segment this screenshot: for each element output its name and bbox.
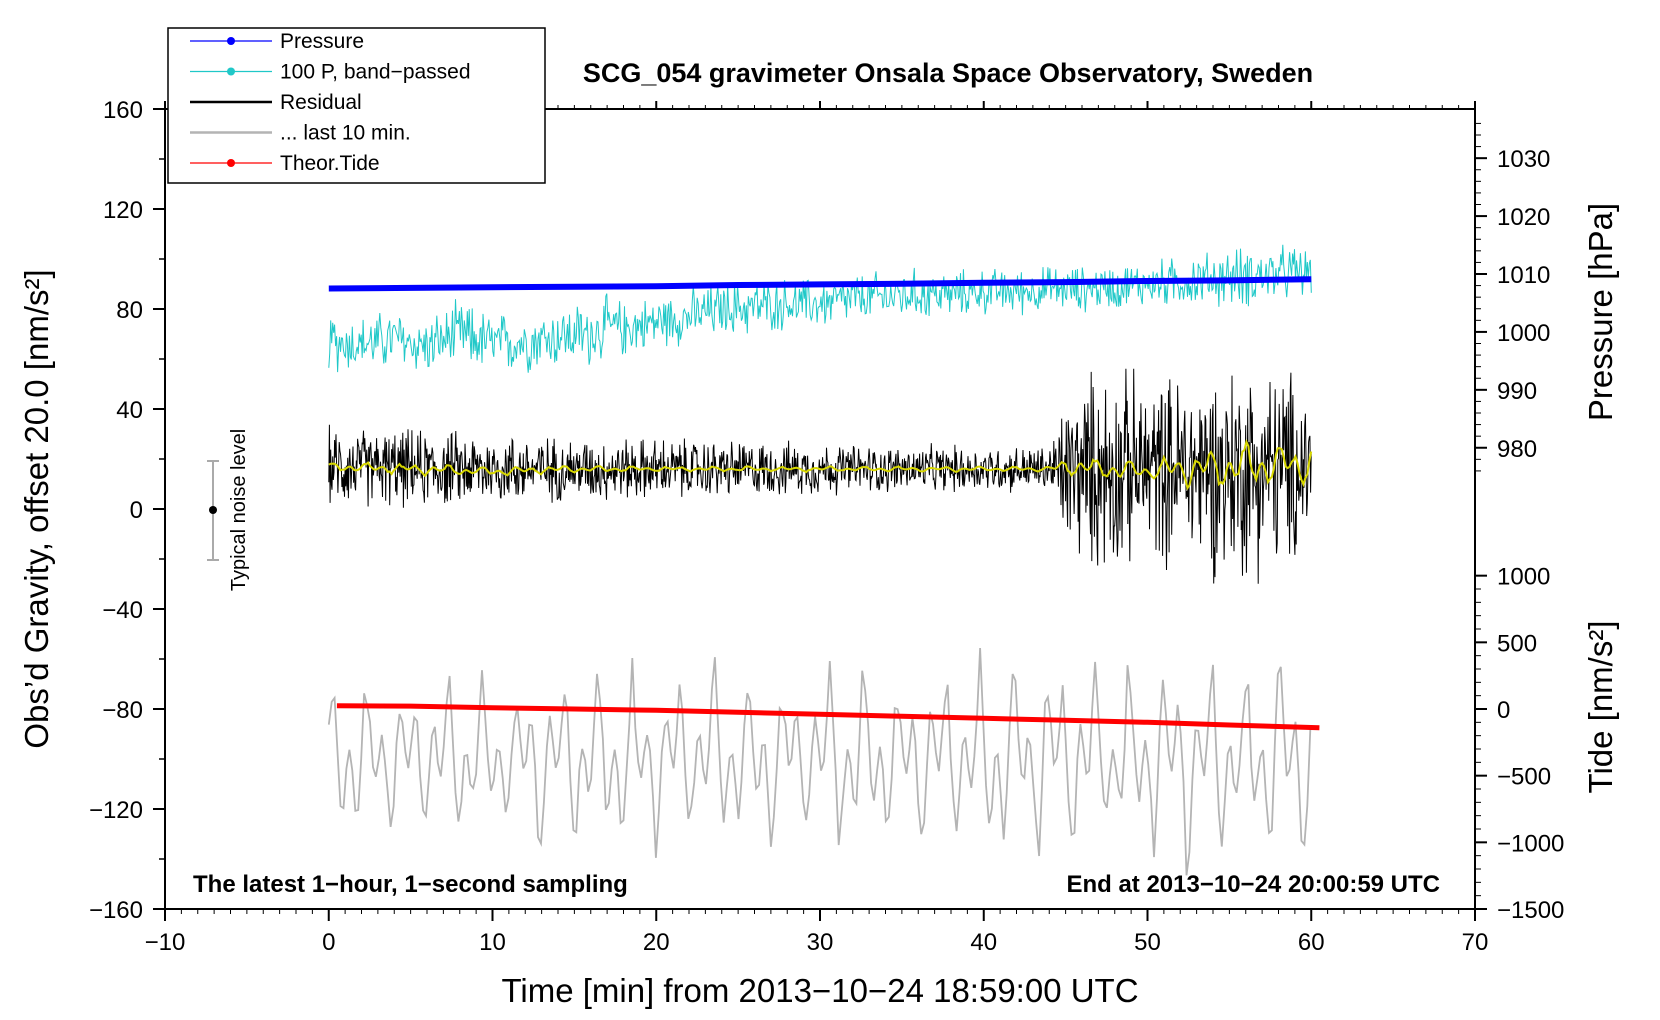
tide-tick-label: 0 [1497, 697, 1510, 724]
noise-indicator: Typical noise level [207, 429, 250, 591]
legend-label: Pressure [280, 30, 364, 53]
legend: Pressure 100 P, band−passed Residual ... la… [167, 27, 546, 184]
plot-frame [164, 108, 1476, 910]
noise-label: Typical noise level [228, 429, 250, 591]
legend-label: ... last 10 min. [280, 122, 411, 145]
legend-marker [227, 159, 235, 167]
pressure-tick-label: 1000 [1497, 320, 1550, 347]
pressure-axis-title: Pressure [hPa] [1582, 203, 1619, 421]
x-tick-label: −10 [145, 929, 186, 956]
pressure-tick-label: 980 [1497, 436, 1537, 463]
y-tick-label: 120 [103, 197, 143, 224]
x-tick-label: 50 [1134, 929, 1161, 956]
x-tick-label: 40 [970, 929, 997, 956]
legend-label: Residual [280, 91, 362, 114]
chart-title: SCG_054 gravimeter Onsala Space Observat… [583, 58, 1313, 88]
x-tick-label: 60 [1298, 929, 1325, 956]
y-tick-label: 80 [116, 297, 143, 324]
tide-tick-label: 500 [1497, 630, 1537, 657]
pressure-tick-label: 990 [1497, 378, 1537, 405]
axes-layer: −10 0 10 20 30 40 50 60 7016012080400−40−80−120−… [89, 97, 1564, 956]
y-tick-label: −80 [102, 697, 143, 724]
series-layer [327, 244, 1320, 876]
series-residual [328, 368, 1312, 584]
y-tick-label: 160 [103, 97, 143, 124]
end-time-note: End at 2013−10−24 20:00:59 UTC [1066, 871, 1440, 898]
y-tick-label: 40 [116, 397, 143, 424]
pressure-tick-label: 1030 [1497, 146, 1550, 173]
y-axis-title-left: Obs’d Gravity, offset 20.0 [nm/s²] [18, 269, 55, 748]
tide-tick-label: 1000 [1497, 564, 1550, 591]
y-tick-label: −120 [89, 797, 143, 824]
series-100p-bandpassed [328, 244, 1312, 373]
x-axis-title: Time [min] from 2013−10−24 18:59:00 UTC [501, 972, 1138, 1009]
pressure-tick-label: 1010 [1497, 262, 1550, 289]
legend-marker [227, 37, 235, 45]
x-tick-label: 10 [479, 929, 506, 956]
tide-tick-label: −500 [1497, 764, 1551, 791]
series-pressure [328, 276, 1312, 292]
x-tick-label: 70 [1462, 929, 1489, 956]
series-last-10-min [327, 647, 1312, 876]
noise-center-dot [209, 506, 217, 514]
legend-marker [227, 67, 235, 76]
legend-label: 100 P, band−passed [280, 61, 471, 84]
y-tick-label: 0 [130, 497, 143, 524]
legend-label: Theor.Tide [280, 152, 380, 175]
y-tick-label: −40 [102, 597, 143, 624]
y-tick-label: −160 [89, 897, 143, 924]
sampling-note: The latest 1−hour, 1−second sampling [193, 871, 628, 898]
x-tick-label: 20 [643, 929, 670, 956]
x-tick-label: 0 [322, 929, 335, 956]
pressure-tick-label: 1020 [1497, 204, 1550, 231]
series-smoothed-residual [328, 438, 1313, 491]
series-theor-tide [336, 703, 1320, 731]
x-tick-label: 30 [807, 929, 834, 956]
tide-axis-title: Tide [nm/s²] [1582, 621, 1619, 794]
legend-box [167, 27, 546, 184]
tide-tick-label: −1500 [1497, 897, 1564, 924]
tide-tick-label: −1000 [1497, 830, 1564, 857]
